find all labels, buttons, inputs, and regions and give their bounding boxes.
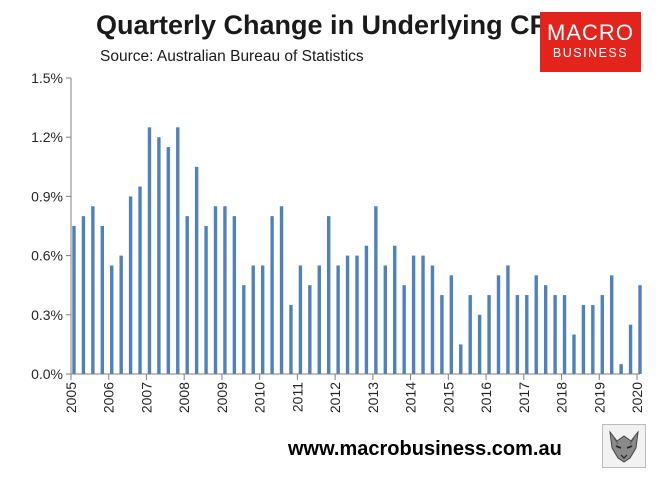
bar [81,216,86,374]
x-tick-label: 2010 [252,382,268,413]
bar [355,255,359,374]
bar [279,206,284,374]
x-tick-label: 2009 [214,382,230,413]
bar [138,186,142,374]
bar [638,285,642,374]
y-axis: 0.0% 0.3% 0.6% 0.9% 1.2% 1.5% [31,70,72,382]
x-tick-label: 2011 [289,382,305,412]
bar [110,265,114,374]
bar [336,265,340,374]
website-url[interactable]: www.macrobusiness.com.au [288,438,562,460]
x-tick-label: 2016 [478,382,494,413]
bar [289,304,293,374]
wolf-mascot-icon [602,424,646,468]
bar [477,314,482,374]
bar [440,295,444,374]
bar [147,127,152,374]
x-axis: 2005 2006 2007 2008 2009 2010 2011 2012 2013 2014… [63,373,645,413]
bar [374,206,378,374]
logo-line-1: MACRO [547,20,634,45]
logo-line-2: BUSINESS [552,46,629,60]
bar [581,304,586,374]
bar [487,295,491,374]
bar [515,295,520,374]
bar [449,275,454,374]
bar [72,226,76,374]
x-tick-label: 2007 [138,382,154,413]
bar [91,206,95,374]
bar [345,255,350,374]
x-tick-label: 2008 [176,382,192,413]
bar [232,216,237,374]
bar [421,255,425,374]
bar [610,275,614,374]
bar [223,206,227,374]
bar [242,285,246,374]
x-tick-label: 2018 [554,382,570,413]
bar [525,295,529,374]
bar [204,226,208,374]
bar [317,265,321,374]
bar [543,285,548,374]
bar [430,265,435,374]
bar [119,255,123,374]
bar [506,265,510,374]
x-tick-label: 2013 [365,382,381,413]
bar [600,295,604,374]
bar [534,275,538,374]
x-tick-label: 2014 [403,382,419,413]
bar [402,285,406,374]
bar [468,295,472,374]
bar [260,265,265,374]
bar [166,147,171,374]
y-tick-label: 1.2% [31,129,63,145]
x-tick-label: 2019 [591,382,607,413]
bar [185,216,189,374]
x-tick-label: 2012 [327,382,343,413]
y-tick-label: 0.3% [31,307,63,323]
x-tick-label: 2015 [440,382,456,413]
bar [628,324,633,374]
macrobusiness-logo: MACRO BUSINESS [540,12,641,72]
x-tick-label: 2005 [63,382,79,413]
bar [562,295,567,374]
chart-title: Quarterly Change in Underlying CPI [96,10,556,40]
bar [496,275,501,374]
y-tick-label: 0.0% [31,366,63,382]
bar [157,137,161,374]
bar [308,285,312,374]
y-tick-label: 0.9% [31,188,63,204]
y-tick-label: 1.5% [31,70,63,86]
bar [128,196,133,374]
bar [194,166,199,374]
bar [327,216,331,374]
bar [553,295,557,374]
bar [459,344,463,374]
bar [213,206,218,374]
bar [298,265,303,374]
bar [251,265,255,374]
x-tick-label: 2006 [101,382,117,413]
bar [619,364,623,374]
y-tick-label: 0.6% [31,248,63,264]
bar [572,334,576,374]
bar [591,304,595,374]
bar [100,226,104,374]
x-tick-label: 2017 [516,382,532,413]
bar-series [72,127,642,374]
bar [383,265,387,374]
bar [176,127,180,374]
bar [393,245,397,374]
bar [411,255,416,374]
x-tick-label: 2020 [629,382,645,413]
bar [270,216,274,374]
bar [364,245,369,374]
chart-subtitle: Source: Australian Bureau of Statistics [100,48,364,65]
